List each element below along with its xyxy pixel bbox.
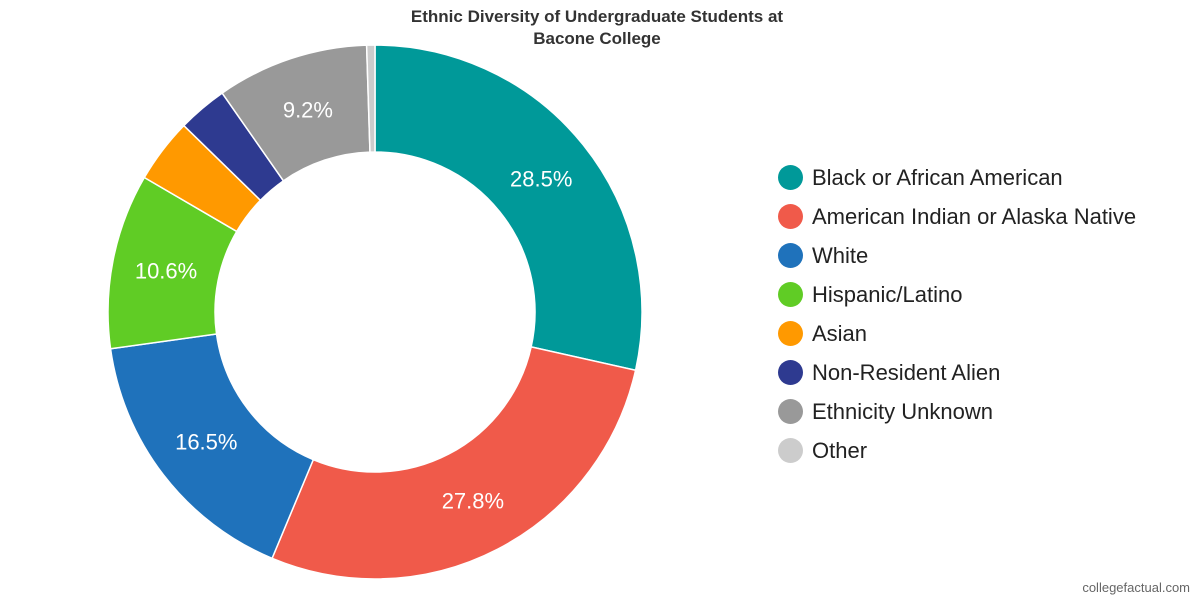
legend-item-black-or-african-american[interactable]: Black or African American [778, 158, 1188, 197]
slice-label-3: 10.6% [135, 258, 197, 283]
source-credit: collegefactual.com [1082, 580, 1190, 595]
legend-label: Non-Resident Alien [812, 359, 1001, 385]
legend-label: White [812, 242, 869, 268]
legend-label: Hispanic/Latino [812, 281, 963, 307]
legend-label: Ethnicity Unknown [812, 398, 993, 424]
legend-swatch [778, 204, 803, 229]
chart-title-line-1: Ethnic Diversity of Undergraduate Studen… [410, 7, 784, 26]
slice-label-2: 16.5% [175, 430, 237, 455]
legend-item-ethnicity-unknown[interactable]: Ethnicity Unknown [778, 392, 1188, 431]
slice-label-1: 27.8% [442, 489, 504, 514]
slice-white [109, 333, 315, 560]
legend-label: Asian [812, 320, 868, 346]
slice-label-6: 9.2% [283, 97, 333, 122]
legend-swatch [778, 438, 803, 463]
legend-item-asian[interactable]: Asian [778, 314, 1188, 353]
legend-swatch [778, 282, 803, 307]
chart-title: Ethnic Diversity of Undergraduate Studen… [0, 6, 1194, 50]
chart-legend: Black or African American American Indian… [778, 158, 1188, 470]
legend-label: American Indian or Alaska Native [812, 203, 1137, 229]
legend-item-non-resident-alien[interactable]: Non-Resident Alien [778, 353, 1188, 392]
legend-item-other[interactable]: Other [778, 431, 1188, 470]
slice-other [365, 44, 376, 153]
slice-label-0: 28.5% [510, 166, 572, 191]
slice-american-indian-or-alaska-native [271, 346, 637, 580]
legend-swatch [778, 399, 803, 424]
legend-swatch [778, 243, 803, 268]
donut-chart: 28.5% 27.8% 16.5% 10.6% 9.2% [107, 44, 643, 580]
chart-title-line-2: Bacone College [533, 29, 661, 48]
legend-item-hispanic-latino[interactable]: Hispanic/Latino [778, 275, 1188, 314]
legend-swatch [778, 165, 803, 190]
legend-swatch [778, 321, 803, 346]
legend-swatch [778, 360, 803, 385]
legend-label: Black or African American [812, 164, 1063, 190]
legend-item-white[interactable]: White [778, 236, 1188, 275]
slice-black-or-african-american [374, 44, 643, 372]
legend-label: Other [812, 437, 868, 463]
legend-item-american-indian-or-alaska-native[interactable]: American Indian or Alaska Native [778, 197, 1188, 236]
